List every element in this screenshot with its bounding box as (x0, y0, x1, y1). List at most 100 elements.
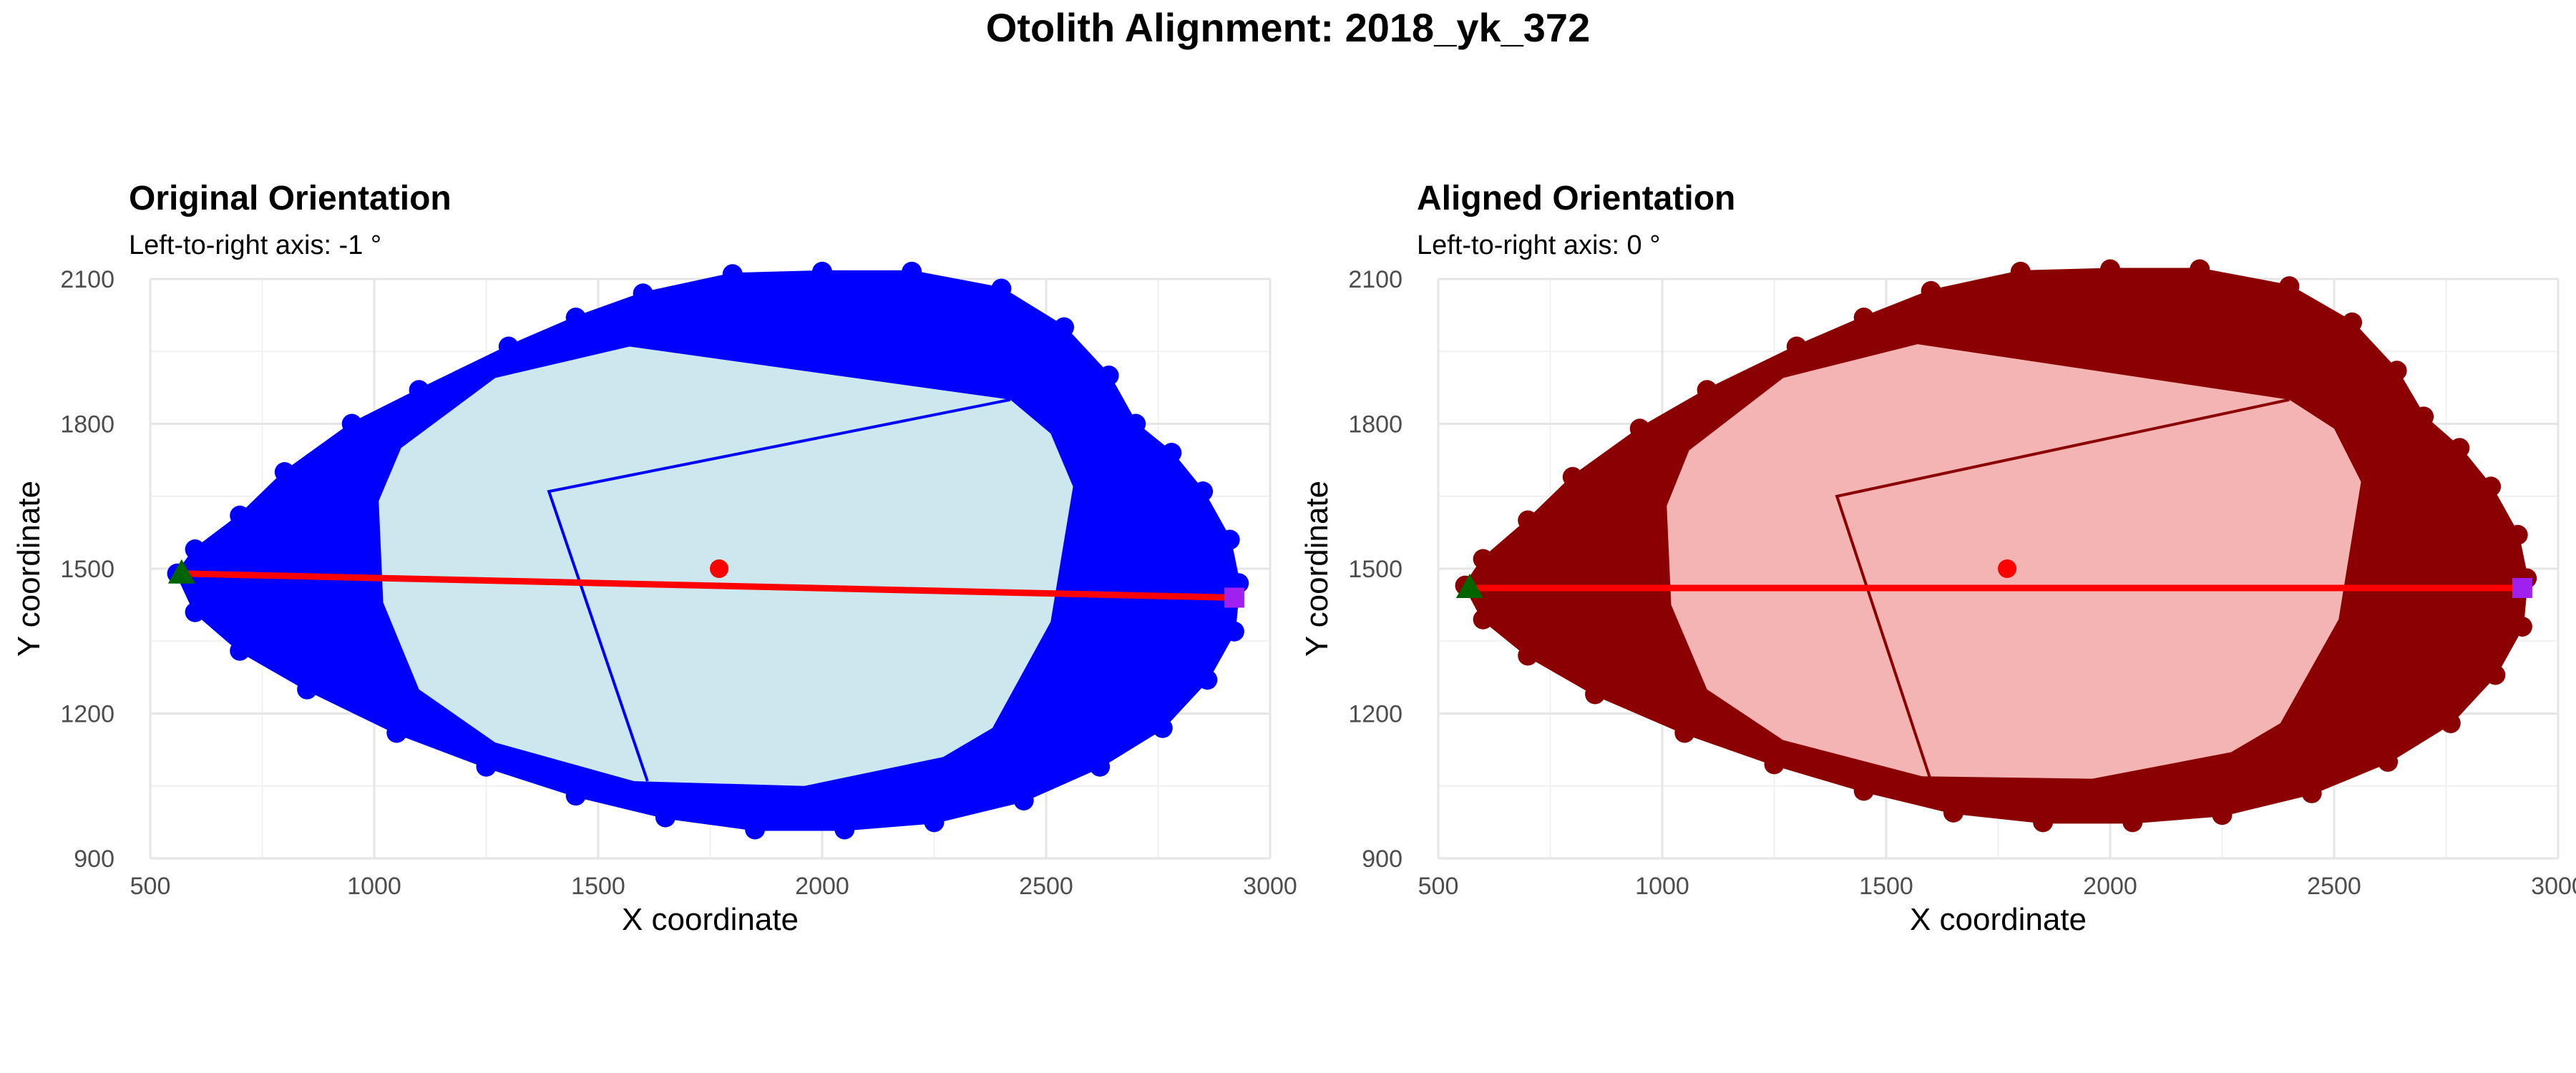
right-y-tick-label: 2100 (1348, 266, 1402, 293)
right-outline-point (1943, 802, 1963, 823)
left-outline-point (230, 505, 250, 526)
left-left-marker-triangle (167, 559, 195, 584)
left-outline-point (1013, 790, 1034, 810)
right-outline-point (2342, 312, 2363, 333)
right-y-tick-label: 1500 (1348, 556, 1402, 583)
right-outline-point (2414, 406, 2434, 427)
left-outline-point (1054, 317, 1075, 338)
right-outline-point (2481, 476, 2502, 497)
left-x-tick-label: 3000 (1243, 873, 1297, 900)
left-outline-point (1193, 481, 1214, 501)
left-outline-point (230, 640, 250, 661)
right-outline-point (2190, 259, 2210, 280)
right-panel-plot: 500 1000 1500 2000 2500 3000 900 1200 1500 1800 21… (1299, 259, 2576, 937)
right-outline-point (2386, 361, 2407, 381)
left-outline-point (297, 679, 318, 700)
left-x-axis-title: X coordinate (622, 902, 799, 937)
right-outline-point (1921, 280, 1941, 301)
right-x-tick-label: 500 (1418, 873, 1459, 900)
right-outline-point (1786, 336, 1807, 357)
left-panel-plot: 500 1000 1500 2000 2500 3000 900 1200 1500 1800 21… (11, 261, 1297, 937)
right-outline-point (2279, 276, 2300, 297)
right-outline-point (1562, 466, 1583, 487)
left-outline-point (1224, 621, 1244, 642)
right-outline-point (2378, 752, 2399, 772)
left-panel-title: Original Orientation (129, 180, 452, 217)
right-y-tick-label: 900 (1362, 846, 1402, 873)
left-x-tick-label: 500 (130, 873, 171, 900)
left-y-tick-label: 1800 (60, 411, 114, 438)
left-left-right-axis-line (181, 570, 1235, 601)
right-outline-point (2010, 261, 2031, 282)
right-outline-point (2440, 713, 2461, 733)
right-outline-point (1629, 418, 1650, 439)
right-x-axis-title: X coordinate (1910, 902, 2087, 937)
left-outline-point (722, 264, 743, 285)
left-outline-point (991, 278, 1012, 299)
left-centroid-point (710, 559, 729, 578)
figure-title: Otolith Alignment: 2018_yk_372 (985, 5, 1591, 50)
left-outline-point (1126, 413, 1146, 434)
left-y-tick-label: 1500 (60, 556, 114, 583)
right-outline-point (1697, 380, 1717, 401)
right-left-marker-triangle (1455, 574, 1483, 598)
left-outline-point (812, 261, 832, 282)
left-panel-subtitle: Left-to-right axis: -1 ° (129, 230, 382, 260)
right-outline-point (1473, 549, 1493, 569)
right-outline-point (2100, 259, 2120, 280)
right-outline-point (1674, 722, 1695, 743)
right-outline-point (1853, 308, 1874, 328)
left-inner-line (547, 398, 1011, 782)
right-panel-subtitle: Left-to-right axis: 0 ° (1417, 230, 1661, 260)
right-outline-point (2485, 665, 2506, 685)
right-inner-line (1835, 398, 2290, 782)
right-x-tick-label: 2500 (2307, 873, 2361, 900)
right-outline-point (2033, 812, 2054, 833)
right-outline-point (2507, 524, 2528, 545)
left-outline-point (1152, 717, 1173, 738)
left-outline-point (1161, 443, 1182, 463)
left-outline-point (924, 812, 945, 833)
left-y-axis-title: Y coordinate (11, 481, 47, 657)
right-y-tick-label: 1200 (1348, 701, 1402, 728)
right-outline-point (1853, 780, 1874, 801)
right-x-tick-label: 1000 (1635, 873, 1689, 900)
left-x-tick-label: 1000 (347, 873, 401, 900)
left-x-tick-label: 2500 (1019, 873, 1073, 900)
right-right-marker-square (2512, 578, 2532, 598)
left-y-tick-label: 900 (74, 846, 114, 873)
left-outline-point (1098, 366, 1119, 386)
left-outline-point (565, 308, 586, 328)
right-outline-point (2512, 617, 2532, 637)
right-y-tick-label: 1800 (1348, 411, 1402, 438)
left-outline-point (902, 261, 922, 282)
right-panel-title: Aligned Orientation (1417, 180, 1736, 217)
right-outline-point (1518, 510, 1538, 531)
right-outline-point (1518, 645, 1538, 666)
right-outline-point (2301, 783, 2322, 803)
left-y-tick-label: 1200 (60, 701, 114, 728)
left-outline-point (386, 722, 407, 743)
left-outline-point (1090, 756, 1111, 777)
left-outline-point (633, 283, 653, 304)
right-outline-texture (1455, 259, 2537, 833)
right-outline-point (2122, 812, 2143, 833)
left-outline-point (834, 819, 855, 840)
left-outline-point (655, 807, 675, 828)
left-outline-point (476, 756, 497, 777)
left-x-tick-label: 2000 (795, 873, 849, 900)
left-outline-point (341, 413, 362, 434)
left-outline-point (185, 602, 205, 622)
right-centroid-point (1998, 559, 2017, 578)
left-outline-point (1197, 670, 1218, 690)
right-outline-point (2449, 438, 2470, 459)
right-x-tick-label: 1500 (1859, 873, 1913, 900)
left-outline-point (274, 462, 295, 482)
right-inner-shape (1667, 344, 2361, 779)
left-outline-point (185, 539, 205, 559)
right-outline-point (1764, 754, 1785, 775)
left-outline-point (745, 819, 766, 840)
left-outline-point (409, 380, 429, 401)
right-outline-point (2212, 805, 2233, 825)
